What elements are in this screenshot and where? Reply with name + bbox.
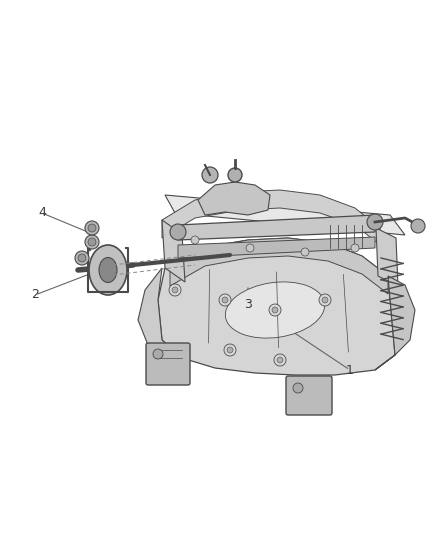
Text: 3: 3	[244, 298, 252, 311]
Circle shape	[85, 221, 99, 235]
Ellipse shape	[89, 245, 127, 295]
Circle shape	[272, 307, 278, 313]
Ellipse shape	[225, 282, 325, 338]
Circle shape	[222, 297, 228, 303]
Polygon shape	[162, 190, 380, 245]
Text: 2: 2	[31, 288, 39, 302]
Circle shape	[301, 248, 309, 256]
FancyBboxPatch shape	[286, 376, 332, 415]
Circle shape	[88, 224, 96, 232]
Circle shape	[274, 354, 286, 366]
Circle shape	[75, 251, 89, 265]
Polygon shape	[170, 238, 388, 294]
Circle shape	[85, 235, 99, 249]
Text: 4: 4	[38, 206, 46, 220]
Polygon shape	[375, 276, 415, 370]
Circle shape	[411, 219, 425, 233]
Circle shape	[88, 238, 96, 246]
Circle shape	[227, 347, 233, 353]
Polygon shape	[376, 228, 398, 286]
Circle shape	[351, 244, 359, 252]
Circle shape	[219, 294, 231, 306]
Circle shape	[293, 383, 303, 393]
Polygon shape	[198, 182, 270, 215]
Circle shape	[224, 344, 236, 356]
Circle shape	[202, 167, 218, 183]
Circle shape	[269, 304, 281, 316]
Circle shape	[172, 287, 178, 293]
Circle shape	[78, 254, 86, 262]
Circle shape	[277, 357, 283, 363]
Polygon shape	[178, 237, 375, 258]
Polygon shape	[178, 215, 375, 240]
Polygon shape	[162, 220, 185, 282]
Polygon shape	[138, 268, 182, 358]
Circle shape	[246, 244, 254, 252]
Circle shape	[153, 349, 163, 359]
Circle shape	[191, 236, 199, 244]
FancyBboxPatch shape	[146, 343, 190, 385]
Polygon shape	[158, 238, 395, 375]
Circle shape	[367, 214, 383, 230]
Circle shape	[170, 224, 186, 240]
Polygon shape	[165, 195, 405, 235]
Text: 1: 1	[346, 364, 354, 376]
Ellipse shape	[99, 257, 117, 282]
Circle shape	[322, 297, 328, 303]
Circle shape	[228, 168, 242, 182]
Circle shape	[319, 294, 331, 306]
Circle shape	[169, 284, 181, 296]
